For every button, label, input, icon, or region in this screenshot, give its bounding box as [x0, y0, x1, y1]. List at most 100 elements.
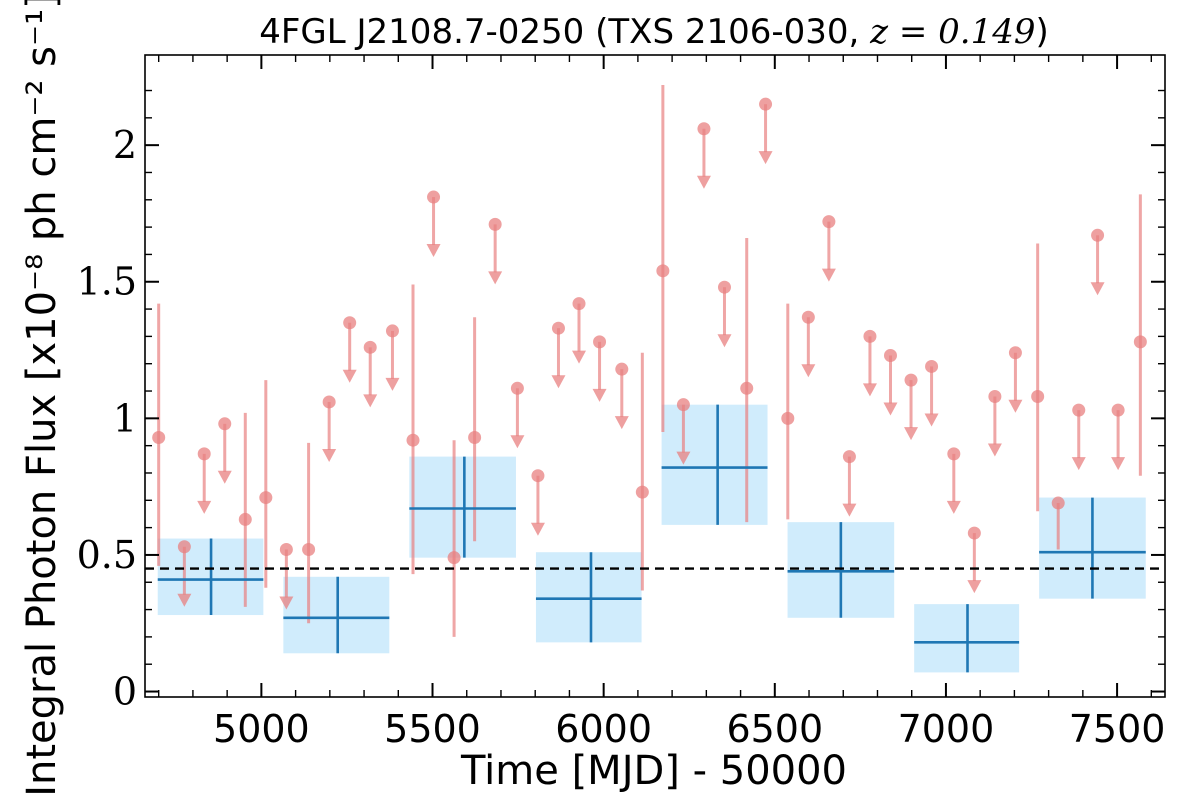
short-bin-upper-limit-28: [967, 526, 982, 594]
upper-limit-point: [759, 97, 773, 111]
long-bin-box-2: [409, 456, 516, 558]
upper-limit-point: [967, 526, 981, 540]
short-bin-detection-1: [238, 412, 252, 607]
upper-limit-arrow: [551, 375, 566, 389]
short-bin-detection-8: [656, 85, 670, 433]
long-bin-point-1: [283, 576, 390, 654]
long-bin-point-0: [157, 538, 264, 616]
short-bin-upper-limit-5: [342, 316, 357, 383]
short-bin-upper-limit-9: [488, 217, 503, 285]
upper-limit-point: [177, 540, 191, 554]
x-tick-label: 5000: [213, 707, 310, 751]
upper-limit-arrow: [862, 383, 877, 397]
long-bin-point-2: [409, 456, 516, 558]
short-bin-detection-11: [1031, 243, 1045, 512]
short-bin-upper-limit-19: [758, 97, 773, 165]
short-bin-point: [1133, 335, 1147, 349]
upper-limit-point: [572, 297, 586, 311]
x-tick-label: 7000: [898, 707, 995, 751]
short-bin-point: [259, 491, 273, 505]
upper-limit-point: [593, 335, 607, 349]
short-bin-upper-limit-4: [322, 395, 337, 462]
long-bin-box-1: [283, 576, 390, 654]
upper-limit-arrow: [1008, 399, 1023, 413]
upper-limit-point: [717, 280, 731, 294]
long-bin-point-5: [787, 522, 895, 618]
upper-limit-arrow: [342, 369, 357, 383]
upper-limit-arrow: [488, 271, 503, 285]
short-bin-upper-limit-8: [426, 190, 441, 258]
upper-limit-arrow: [1111, 457, 1126, 471]
short-bin-detection-4: [406, 284, 420, 575]
upper-limit-point: [343, 316, 357, 330]
x-axis-label: Time [MJD] - 50000: [460, 748, 847, 794]
short-bin-upper-limit-32: [1090, 228, 1105, 296]
short-bin-detection-3: [302, 442, 316, 624]
upper-limit-arrow: [717, 334, 732, 348]
short-bin-upper-limit-33: [1111, 403, 1126, 471]
upper-limit-arrow: [758, 151, 773, 165]
y-tick-label: 1: [113, 396, 137, 440]
short-bin-upper-limit-23: [862, 329, 877, 397]
upper-limit-arrow: [883, 402, 898, 416]
y-axis-label: Integral Photon Flux [x10⁻⁸ ph cm⁻² s⁻¹]: [19, 0, 65, 797]
upper-limit-point: [904, 373, 918, 387]
short-bin-detection-12: [1051, 496, 1065, 550]
short-bin-upper-limit-11: [530, 469, 545, 536]
y-tick-label: 0: [113, 670, 137, 714]
upper-limit-arrow: [696, 175, 711, 189]
short-bin-upper-limit-25: [904, 373, 919, 441]
long-bin-point-3: [535, 552, 642, 643]
upper-limit-point: [1091, 228, 1105, 242]
upper-limit-point: [822, 215, 836, 229]
upper-limit-point: [615, 362, 629, 376]
upper-limit-arrow: [801, 364, 816, 378]
short-bin-upper-limit-21: [821, 215, 836, 282]
upper-limit-arrow: [426, 244, 441, 258]
x-tick-label: 5500: [384, 707, 481, 751]
upper-limit-point: [842, 450, 856, 464]
long-bin-box-4: [661, 404, 768, 525]
short-bin-upper-limit-14: [592, 335, 607, 402]
short-bin-upper-limit-2: [217, 417, 232, 484]
short-bin-point: [1051, 496, 1065, 510]
upper-limit-point: [925, 359, 939, 373]
long-bin-layer: [157, 404, 1146, 673]
upper-limit-point: [801, 310, 815, 324]
short-bin-upper-limit-3: [279, 542, 294, 610]
short-bin-upper-limit-16: [676, 398, 691, 465]
short-bin-upper-limit-24: [883, 349, 898, 416]
short-bin-upper-limit-0: [177, 540, 192, 607]
short-bin-layer: [152, 85, 1147, 637]
short-bin-upper-limit-13: [572, 297, 587, 364]
short-bin-point: [302, 542, 316, 556]
x-tick-label: 6000: [555, 707, 652, 751]
short-bin-upper-limit-6: [363, 340, 378, 408]
upper-limit-arrow: [385, 377, 400, 391]
short-bin-upper-limit-26: [924, 359, 939, 427]
upper-limit-point: [551, 321, 565, 335]
upper-limit-point: [385, 324, 399, 338]
y-tick-label: 2: [113, 123, 137, 167]
short-bin-upper-limit-10: [510, 381, 525, 449]
upper-limit-arrow: [510, 435, 525, 449]
short-bin-point: [152, 430, 166, 444]
short-bin-upper-limit-22: [842, 450, 857, 517]
plot-frame: [144, 54, 1166, 698]
short-bin-upper-limit-20: [801, 310, 816, 378]
upper-limit-point: [697, 122, 711, 136]
upper-limit-point: [1111, 403, 1125, 417]
short-bin-upper-limit-31: [1071, 403, 1086, 471]
upper-limit-point: [488, 217, 502, 231]
upper-limit-arrow: [572, 350, 587, 364]
upper-limit-arrow: [821, 268, 836, 282]
short-bin-upper-limit-29: [987, 389, 1002, 457]
short-bin-upper-limit-7: [385, 324, 400, 391]
short-bin-point: [635, 485, 649, 499]
upper-limit-point: [322, 395, 336, 409]
short-bin-detection-13: [1133, 194, 1147, 476]
upper-limit-point: [427, 190, 441, 204]
upper-limit-arrow: [904, 427, 919, 441]
short-bin-upper-limit-17: [696, 122, 711, 189]
